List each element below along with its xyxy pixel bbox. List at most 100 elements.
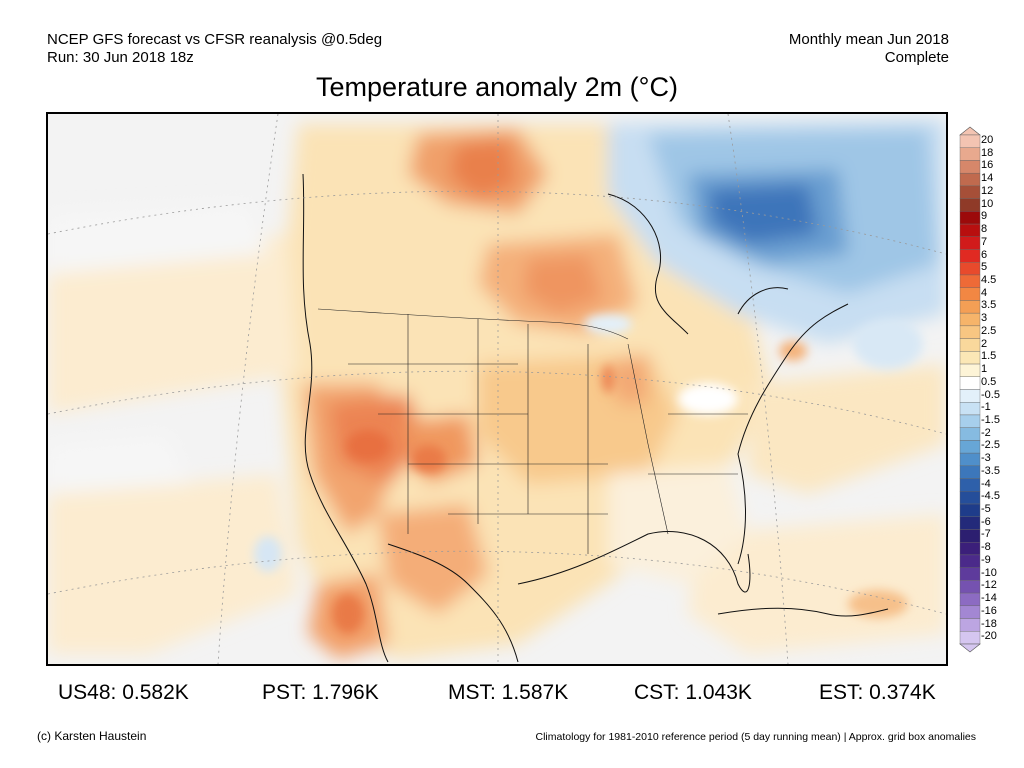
colorbar-swatch	[959, 236, 981, 250]
colorbar-tick-label: -7	[981, 528, 991, 541]
colorbar-tick-label: -10	[981, 566, 997, 579]
colorbar-tick-label: -2.5	[981, 439, 1000, 452]
stat-pst: PST: 1.796K	[262, 681, 379, 704]
colorbar-tick-label: 2	[981, 337, 988, 350]
colorbar-swatch	[959, 452, 981, 467]
colorbar-tick-label: 18	[981, 146, 994, 159]
colorbar-tick-label: 16	[981, 159, 994, 172]
colorbar-tick-label: -6	[981, 515, 991, 528]
colorbar-swatch	[959, 147, 981, 161]
colorbar-swatch	[959, 185, 981, 199]
colorbar-tick-label: 3	[981, 312, 988, 325]
climatology-note: Climatology for 1981-2010 reference peri…	[535, 731, 976, 743]
colorbar-tick-label: 10	[981, 197, 994, 210]
colorbar-swatch	[959, 211, 981, 225]
colorbar-swatch	[959, 172, 981, 187]
regional-averages: US48: 0.582K PST: 1.796K MST: 1.587K CST…	[0, 680, 1024, 706]
colorbar-tick-label: 0.5	[981, 375, 997, 388]
colorbar-swatch	[959, 338, 981, 352]
colorbar-arrow-down	[959, 643, 981, 653]
colorbar-swatch	[959, 567, 981, 581]
colorbar-tick-label: 2.5	[981, 324, 997, 337]
completeness-label: Complete	[884, 49, 949, 66]
colorbar-swatch	[959, 262, 981, 276]
colorbar-swatch	[959, 376, 981, 390]
colorbar-arrow-up	[959, 126, 981, 136]
colorbar-swatch	[959, 618, 981, 632]
stat-est: EST: 0.374K	[819, 681, 936, 704]
colorbar: 20 18 16 14 12 10 9 8 7 6 5 4.5 4 3.5 3 2.5 2 1.5 1 0.5 -0.5…	[959, 126, 1020, 653]
colorbar-tick-label: 6	[981, 248, 988, 261]
colorbar-tick-label: -3.5	[981, 464, 1000, 477]
colorbar-tick-label: -9	[981, 553, 991, 566]
colorbar-tick-label: -2	[981, 426, 991, 439]
stat-cst: CST: 1.043K	[634, 681, 752, 704]
political-borders	[317, 308, 748, 554]
colorbar-swatch	[959, 160, 981, 174]
map-canvas	[48, 114, 946, 664]
colorbar-swatch	[959, 605, 981, 619]
colorbar-tick-label: -4	[981, 477, 991, 490]
colorbar-tick-label: 4.5	[981, 273, 997, 286]
colorbar-swatch	[959, 223, 981, 237]
colorbar-swatch	[959, 363, 981, 377]
colorbar-tick-label: -0.5	[981, 388, 1000, 401]
model-info: NCEP GFS forecast vs CFSR reanalysis @0.…	[47, 31, 383, 48]
colorbar-swatch	[959, 300, 981, 314]
coastlines	[302, 173, 889, 663]
colorbar-swatch	[959, 516, 981, 530]
colorbar-tick-label: -1	[981, 401, 991, 414]
colorbar-tick-label: 1	[981, 363, 988, 376]
colorbar-tick-label: -8	[981, 541, 991, 554]
colorbar-tick-label: 7	[981, 235, 988, 248]
stat-mst: MST: 1.587K	[448, 681, 569, 704]
colorbar-swatch	[959, 580, 981, 594]
colorbar-swatch	[959, 198, 981, 212]
colorbar-tick-label: 1.5	[981, 350, 997, 363]
colorbar-swatch	[959, 312, 981, 327]
anomaly-map	[46, 112, 948, 666]
colorbar-tick-label: -18	[981, 617, 997, 630]
colorbar-tick-label: 4	[981, 286, 988, 299]
colorbar-swatch	[959, 631, 981, 645]
colorbar-tick-label: 8	[981, 223, 988, 236]
colorbar-swatch	[959, 529, 981, 543]
anomaly-field	[48, 119, 946, 659]
colorbar-tick-label: -4.5	[981, 490, 1000, 503]
stat-us48: US48: 0.582K	[58, 681, 189, 704]
colorbar-swatch	[959, 287, 981, 301]
colorbar-swatch	[959, 402, 981, 416]
credit: (c) Karsten Haustein	[37, 729, 147, 743]
colorbar-tick-label: 20	[981, 134, 994, 146]
colorbar-swatch	[959, 542, 981, 556]
colorbar-swatch	[959, 465, 981, 479]
colorbar-tick-label: -3	[981, 452, 991, 465]
colorbar-tick-label: 5	[981, 261, 988, 274]
graticule	[48, 114, 946, 664]
period-info: Monthly mean Jun 2018 Complete	[789, 31, 949, 67]
colorbar-swatch	[959, 503, 981, 517]
colorbar-tick-label: -20	[981, 630, 997, 643]
colorbar-swatch	[959, 554, 981, 568]
colorbar-swatch	[959, 134, 981, 148]
map-title: Temperature anomaly 2m (°C)	[316, 72, 678, 102]
colorbar-swatch	[959, 440, 981, 454]
colorbar-tick-label: -16	[981, 604, 997, 617]
colorbar-swatches	[959, 126, 981, 653]
colorbar-swatch	[959, 325, 981, 339]
colorbar-tick-label: -5	[981, 503, 991, 516]
colorbar-tick-label: 14	[981, 172, 994, 185]
colorbar-swatch	[959, 389, 981, 403]
colorbar-tick-label: 9	[981, 210, 988, 223]
colorbar-swatch	[959, 478, 981, 492]
colorbar-swatch	[959, 592, 981, 607]
colorbar-tick-label: 3.5	[981, 299, 997, 312]
colorbar-tick-label: -12	[981, 579, 997, 592]
colorbar-swatch	[959, 414, 981, 428]
colorbar-tick-label: 12	[981, 184, 994, 197]
colorbar-swatch	[959, 351, 981, 365]
colorbar-swatch	[959, 427, 981, 441]
colorbar-swatch	[959, 249, 981, 263]
run-info: NCEP GFS forecast vs CFSR reanalysis @0.…	[47, 31, 382, 67]
anomaly-detail	[254, 314, 923, 634]
